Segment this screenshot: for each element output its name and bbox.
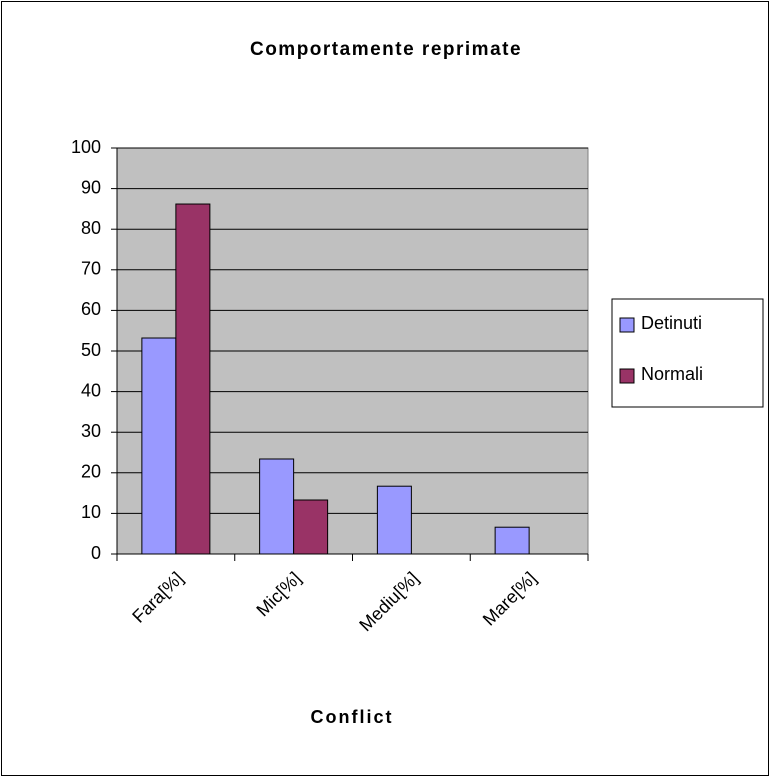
bar xyxy=(175,203,211,555)
y-tick-label: 90 xyxy=(81,177,101,197)
bar xyxy=(494,526,530,555)
y-tick-label: 70 xyxy=(81,259,101,279)
y-tick-label: 40 xyxy=(81,380,101,400)
bar xyxy=(259,458,295,555)
legend-label: Normali xyxy=(641,364,703,384)
legend-label: Detinuti xyxy=(641,313,702,333)
legend-swatch xyxy=(619,317,635,333)
bar xyxy=(376,485,412,555)
legend-swatch xyxy=(619,368,635,384)
y-tick-label: 100 xyxy=(71,137,101,157)
bar xyxy=(141,337,177,555)
y-tick-label: 10 xyxy=(81,502,101,522)
chart-title: Comportamente reprimate xyxy=(250,39,522,60)
legend-box xyxy=(611,298,764,408)
y-tick-label: 50 xyxy=(81,340,101,360)
y-tick-label: 60 xyxy=(81,299,101,319)
y-tick-label: 20 xyxy=(81,462,101,482)
bar xyxy=(293,499,329,555)
y-tick-label: 0 xyxy=(91,543,101,563)
y-tick-label: 80 xyxy=(81,218,101,238)
y-tick-label: 30 xyxy=(81,421,101,441)
x-axis-label: Conflict xyxy=(311,707,394,727)
